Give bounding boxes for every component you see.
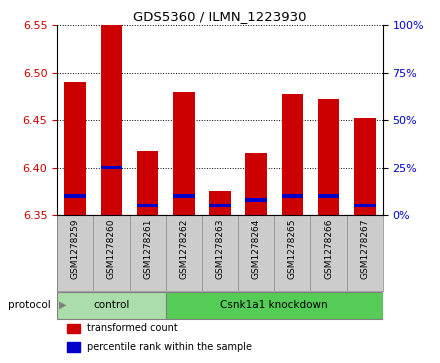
- Text: transformed count: transformed count: [87, 323, 177, 333]
- Bar: [67, 324, 80, 333]
- Text: GSM1278263: GSM1278263: [216, 219, 224, 279]
- Bar: [101, 25, 122, 215]
- Bar: [166, 292, 383, 319]
- Bar: [209, 191, 231, 215]
- Bar: [137, 151, 158, 215]
- Title: GDS5360 / ILMN_1223930: GDS5360 / ILMN_1223930: [133, 10, 307, 23]
- Text: ▶: ▶: [59, 300, 66, 310]
- Text: GSM1278261: GSM1278261: [143, 219, 152, 279]
- Text: GSM1278266: GSM1278266: [324, 219, 333, 279]
- Bar: [354, 204, 376, 207]
- Text: percentile rank within the sample: percentile rank within the sample: [87, 342, 252, 352]
- Bar: [64, 194, 86, 198]
- Bar: [173, 92, 194, 215]
- Bar: [67, 342, 80, 351]
- Bar: [246, 153, 267, 215]
- Bar: [282, 194, 303, 198]
- Text: GSM1278260: GSM1278260: [107, 219, 116, 279]
- Text: GSM1278264: GSM1278264: [252, 219, 260, 279]
- Bar: [137, 204, 158, 207]
- Bar: [282, 94, 303, 215]
- Text: GSM1278267: GSM1278267: [360, 219, 369, 279]
- Text: GSM1278259: GSM1278259: [71, 219, 80, 279]
- Bar: [64, 82, 86, 215]
- Bar: [57, 292, 166, 319]
- Bar: [318, 99, 339, 215]
- Bar: [101, 166, 122, 170]
- Text: control: control: [93, 300, 130, 310]
- Bar: [354, 118, 376, 215]
- Bar: [209, 204, 231, 207]
- Text: GSM1278265: GSM1278265: [288, 219, 297, 279]
- Text: protocol: protocol: [8, 300, 51, 310]
- Bar: [318, 194, 339, 198]
- Text: GSM1278262: GSM1278262: [180, 219, 188, 279]
- Bar: [246, 198, 267, 202]
- Bar: [173, 194, 194, 198]
- Text: Csnk1a1 knockdown: Csnk1a1 knockdown: [220, 300, 328, 310]
